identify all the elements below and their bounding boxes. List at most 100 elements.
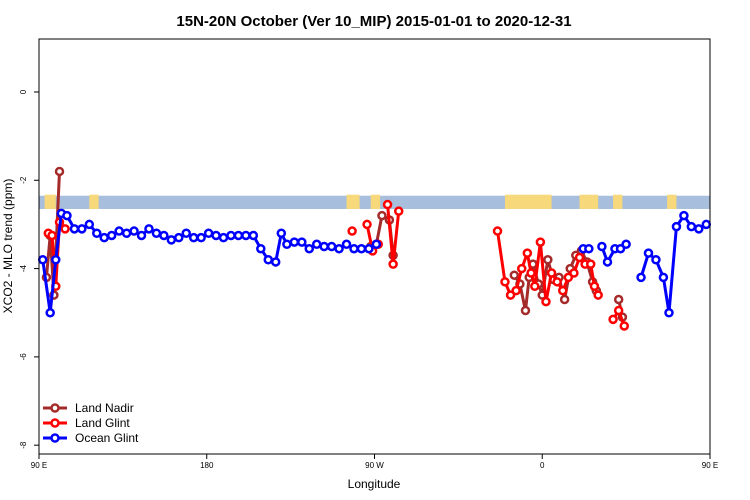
legend-label: Land Nadir xyxy=(75,401,134,415)
data-point xyxy=(500,277,510,287)
data-point xyxy=(37,254,48,265)
data-point xyxy=(516,263,527,274)
data-point xyxy=(106,230,117,241)
legend-label: Land Glint xyxy=(75,416,130,430)
data-point xyxy=(664,307,674,318)
data-point xyxy=(311,239,322,250)
data-point xyxy=(121,228,132,239)
land-span xyxy=(579,194,599,209)
data-point xyxy=(356,243,367,254)
series-line xyxy=(41,211,378,315)
data-point xyxy=(326,241,337,252)
series-line xyxy=(44,171,62,297)
legend-item: Ocean Glint xyxy=(43,431,139,445)
data-point xyxy=(593,290,603,300)
land-ocean-band xyxy=(39,194,710,209)
data-point xyxy=(671,221,682,232)
data-point xyxy=(388,259,398,269)
data-point xyxy=(492,226,503,236)
data-point xyxy=(248,230,259,241)
data-point xyxy=(602,257,613,267)
data-point xyxy=(297,237,307,247)
data-point xyxy=(47,230,57,241)
data-point xyxy=(226,230,236,241)
data-point xyxy=(62,210,72,221)
land-span xyxy=(44,194,56,209)
data-point xyxy=(233,230,244,241)
data-point xyxy=(597,241,607,252)
x-tick-label: 90 W xyxy=(365,461,384,470)
data-point xyxy=(621,239,631,250)
data-point xyxy=(256,243,266,254)
data-point xyxy=(334,243,344,254)
data-point xyxy=(377,210,387,221)
data-point xyxy=(701,219,712,230)
data-point xyxy=(535,237,546,247)
data-point xyxy=(99,232,109,243)
data-point xyxy=(136,230,147,241)
y-axis-label: XCO2 - MLO trend (ppm) xyxy=(1,179,15,314)
data-point xyxy=(526,268,536,278)
data-point xyxy=(144,224,154,234)
land-span xyxy=(504,194,552,209)
x-tick-label: 90 E xyxy=(31,461,47,470)
x-tick-label: 180 xyxy=(200,461,214,470)
data-point xyxy=(509,270,520,280)
data-point xyxy=(651,254,661,265)
data-point xyxy=(364,243,374,254)
data-point xyxy=(371,239,382,250)
x-tick-label: 90 E xyxy=(702,461,718,470)
data-point xyxy=(511,285,521,296)
data-point xyxy=(69,224,80,234)
data-point xyxy=(349,243,359,254)
data-point xyxy=(613,305,624,316)
data-point xyxy=(341,239,352,250)
data-point xyxy=(45,307,55,318)
data-point xyxy=(613,294,624,305)
data-point xyxy=(270,257,281,267)
x-axis: 90 E 180 90 W 0 90 E xyxy=(31,454,718,470)
y-tick-label: -4 xyxy=(19,264,28,272)
data-point xyxy=(541,296,551,307)
data-point xyxy=(619,321,630,331)
series-land-glint xyxy=(43,199,630,331)
data-point xyxy=(362,219,372,230)
data-point xyxy=(166,235,177,245)
series-layer xyxy=(37,166,712,331)
y-tick-label: -8 xyxy=(19,441,28,449)
data-point xyxy=(546,268,557,278)
data-point xyxy=(51,254,61,265)
data-point xyxy=(181,228,191,239)
data-point xyxy=(92,228,102,239)
y-tick-label: -6 xyxy=(19,353,28,361)
data-point xyxy=(543,254,553,265)
data-point xyxy=(679,210,689,221)
data-point xyxy=(289,237,300,247)
data-point xyxy=(84,219,95,230)
data-point xyxy=(241,230,251,241)
y-tick-label: 0 xyxy=(19,89,28,94)
land-span xyxy=(346,194,360,209)
data-point xyxy=(282,239,292,250)
data-point xyxy=(552,277,562,287)
legend-item: Land Nadir xyxy=(43,401,134,415)
series-ocean-glint xyxy=(37,208,712,318)
y-tick-label: -2 xyxy=(19,176,28,184)
data-point xyxy=(196,232,206,243)
data-point xyxy=(203,228,214,239)
data-point xyxy=(393,206,404,216)
data-point xyxy=(276,228,287,239)
legend-marker xyxy=(50,418,60,428)
y-axis: 0 -2 -4 -6 -8 xyxy=(19,89,39,449)
data-point xyxy=(569,268,579,278)
land-span xyxy=(370,194,381,209)
data-point xyxy=(584,243,594,254)
data-point xyxy=(574,252,585,263)
data-point xyxy=(218,232,229,243)
data-point xyxy=(658,272,669,283)
data-point xyxy=(694,224,704,234)
land-span xyxy=(613,194,623,209)
legend-marker xyxy=(50,433,60,443)
